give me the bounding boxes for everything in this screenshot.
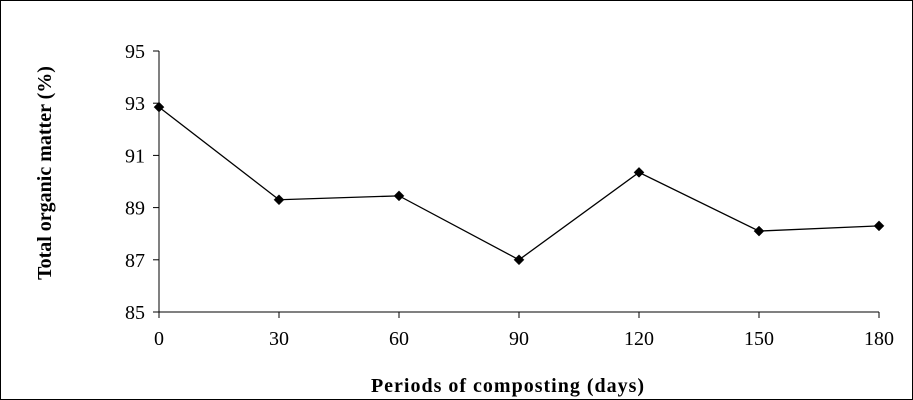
- y-tick-label: 93: [125, 93, 145, 115]
- y-tick-label: 95: [125, 41, 145, 63]
- data-point-marker: [873, 220, 885, 232]
- x-tick-label: 0: [154, 328, 164, 350]
- x-tick-label: 90: [509, 328, 529, 350]
- y-tick-label: 91: [125, 145, 145, 167]
- x-tick-label: 180: [864, 328, 894, 350]
- y-axis: 85 87 89 91 93 95: [125, 41, 160, 324]
- x-tick-label: 150: [744, 328, 774, 350]
- data-point-marker: [153, 101, 165, 113]
- x-tick-label: 120: [624, 328, 654, 350]
- data-point-marker: [753, 225, 765, 237]
- y-tick-label: 87: [125, 250, 145, 272]
- data-point-marker: [633, 167, 645, 178]
- y-tick-label: 89: [125, 198, 145, 220]
- x-tick-label: 60: [389, 328, 409, 350]
- y-tick-label: 85: [125, 302, 145, 324]
- series-layer: [153, 101, 885, 266]
- x-tick-label: 30: [269, 328, 289, 350]
- x-axis-title: Periods of composting (days): [371, 375, 645, 397]
- data-point-marker: [393, 190, 405, 202]
- series-line: [158, 106, 880, 261]
- data-point-marker: [273, 194, 285, 206]
- data-point-marker: [513, 254, 525, 266]
- x-axis: 0 30 60 90 120 150 180: [154, 311, 894, 350]
- y-axis-title: Total organic matter (%): [34, 66, 56, 280]
